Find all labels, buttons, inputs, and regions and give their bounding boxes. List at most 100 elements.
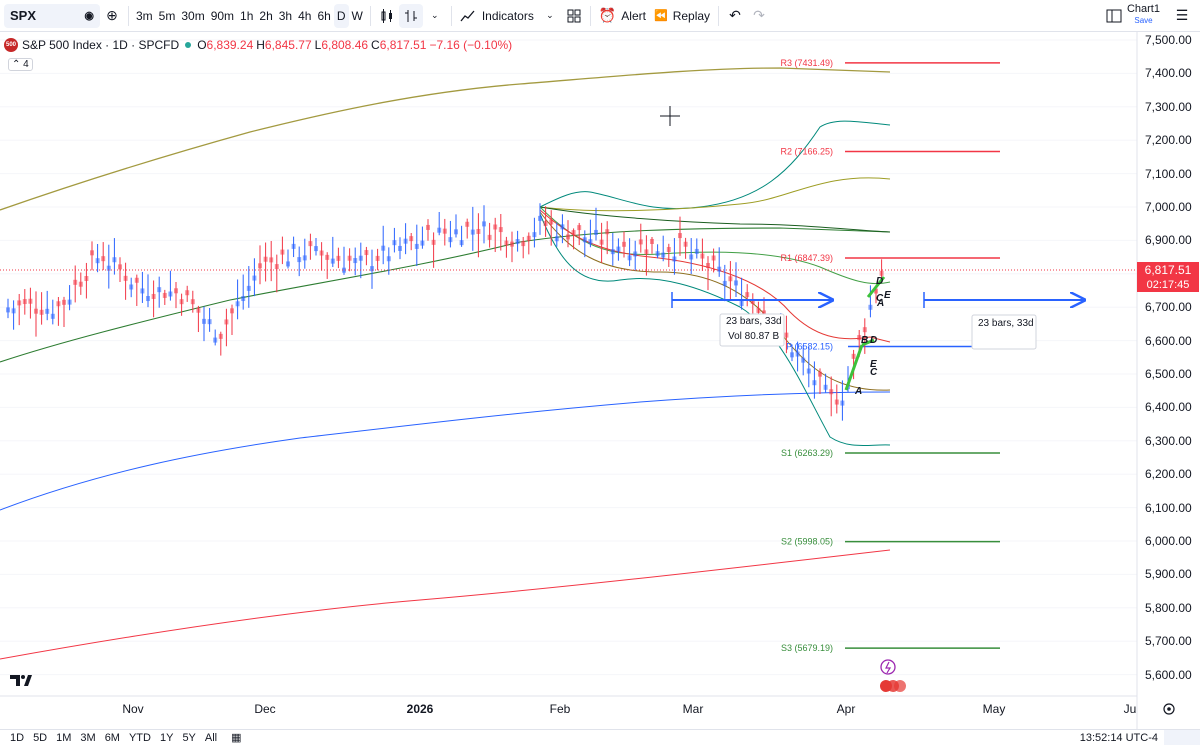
indicators-button[interactable]: Indicators [456,4,538,28]
ohlc-bar [364,246,369,266]
ohlc-bar [45,290,50,321]
chart-canvas[interactable]: R3 (7431.49) R2 (7166.25) R1 (6847.39) P (6… [0,32,1200,729]
range-buttons: 1D 5D 1M 3M 6M YTD 1Y 5Y All [0,732,217,744]
ohlc-bar [224,308,229,347]
ohlc-bar [610,232,615,266]
interval-3m[interactable]: 3m [136,8,153,23]
range-button-1y[interactable]: 1Y [159,731,174,744]
bb-red-line [539,209,891,343]
layout-panel-icon[interactable] [1102,4,1126,28]
range-button-1m[interactable]: 1M [56,731,72,744]
price-bars [6,203,884,421]
volume-text: Vol 80.87 B [728,331,780,342]
candles-chart-type-icon[interactable] [375,4,399,28]
ohlc-bar [392,227,397,253]
ohlc-bar [308,233,313,260]
range-button-1d[interactable]: 1D [10,731,25,744]
ohlc-bar [689,238,694,275]
interval-1h[interactable]: 1h [240,8,254,23]
interval-5m[interactable]: 5m [158,8,176,23]
interval-6h[interactable]: 6h [317,8,331,23]
range-tool-2[interactable] [923,292,1084,350]
ohlc-bar [487,222,492,248]
price-tick-label: 7,500.00 [1145,33,1192,47]
price-tick-label: 6,200.00 [1145,467,1192,482]
pattern-letter-e2: E [884,290,891,301]
symbol-text: SPX [10,8,37,23]
ohlc-bar [722,264,727,302]
interval-w[interactable]: W [351,8,363,23]
divider [589,5,591,26]
range-button-5d[interactable]: 5D [33,731,48,744]
interval-90m[interactable]: 90m [210,8,235,23]
alert-button[interactable]: ⏰ Alert [595,4,650,28]
rewind-icon: ⏪ [653,10,668,22]
alarm-clock-icon: ⏰ [598,7,617,23]
interval-3h[interactable]: 3h [278,8,293,23]
chevron-down-icon[interactable]: ⌄ [546,10,554,20]
replay-button[interactable]: ⏪ Replay [650,4,714,28]
scale-toggle-icon[interactable] [1164,730,1200,745]
interval-4h[interactable]: 4h [298,8,312,23]
ohlc-bar [560,214,565,244]
symbol-search[interactable]: SPX ◉ [4,3,100,28]
ohlc-bar [319,242,324,271]
ohlc-bar [168,270,173,301]
ohlc-bar [633,240,638,271]
ohlc-bar [22,289,27,315]
symbol-title[interactable]: S&P 500 Index · 1D · SPCFD [22,38,180,52]
time-tick-label: 2026 [406,702,434,716]
range-button-3m[interactable]: 3M [80,731,96,744]
index-logo: 500 [4,38,18,52]
time-tick-label: Apr [836,702,856,716]
ohlc-bar [190,290,195,313]
pivot-label: R3 (7431.49) [780,58,833,68]
clock[interactable]: 13:52:14 UTC-4 [1079,731,1158,744]
interval-30m[interactable]: 30m [181,8,205,23]
price-tick-label: 5,600.00 [1145,667,1192,682]
range-button-all[interactable]: All [204,731,218,744]
chevron-down-icon[interactable]: ⌄ [431,10,439,20]
events-icons[interactable] [880,659,906,692]
ohlc-bar [90,241,94,271]
eye-icon[interactable]: ◉ [84,10,94,22]
interval-d[interactable]: D [333,3,349,28]
pattern-letter-b: B [861,335,869,346]
range-tool-1[interactable] [671,292,832,347]
tradingview-logo-icon[interactable] [10,675,32,686]
market-status-dot[interactable] [185,42,192,48]
range-button-5y[interactable]: 5Y [182,731,196,744]
indicator-count-badge[interactable]: ⌃ 4 [8,58,33,71]
gear-icon[interactable] [1163,703,1175,715]
price-tick-label: 6,300.00 [1145,433,1192,448]
range-button-ytd[interactable]: YTD [128,731,151,744]
top-toolbar: SPX ◉ ⊕ 3m 5m 30m 90m 1h 2h 3h 4h 6h D W ⌄ Indicat… [0,0,1200,32]
ohlc-bar [818,368,822,394]
menu-icon[interactable]: ☰ [1175,7,1189,23]
ohlc-bar [504,236,509,258]
interval-2h[interactable]: 2h [259,8,273,23]
undo-icon[interactable]: ↶ [729,7,741,23]
ohlc-bar [465,218,470,239]
ohlc-bar [532,217,537,248]
price-tick-label: 6,100.00 [1145,500,1192,515]
ohlc-bar [286,249,290,269]
chart-legend: 500 S&P 500 Index · 1D · SPCFD O 6,839.24… [4,38,515,52]
pivot-levels: R3 (7431.49) R2 (7166.25) R1 (6847.39) P (6… [780,58,1000,653]
ohlc-bar [650,237,654,254]
ohlc-bar [549,210,554,246]
ohlc-bar [28,287,33,319]
ohlc-bar [263,242,268,282]
add-symbol-icon[interactable]: ⊕ [106,7,118,23]
close-value: 6,817.51 [379,38,427,52]
layouts-icon[interactable] [562,4,586,28]
pattern-letter-a: A [855,386,863,397]
range-button-6m[interactable]: 6M [104,731,120,744]
calendar-icon[interactable]: ▦ [231,732,242,744]
bars-chart-type-icon[interactable] [398,3,423,28]
chart-name[interactable]: Chart1 Save [1127,4,1160,26]
redo-icon[interactable]: ↷ [753,7,765,23]
ohlc-bar [784,315,789,354]
abcde-pattern[interactable] [844,276,886,391]
ohlc-bar [437,211,442,236]
